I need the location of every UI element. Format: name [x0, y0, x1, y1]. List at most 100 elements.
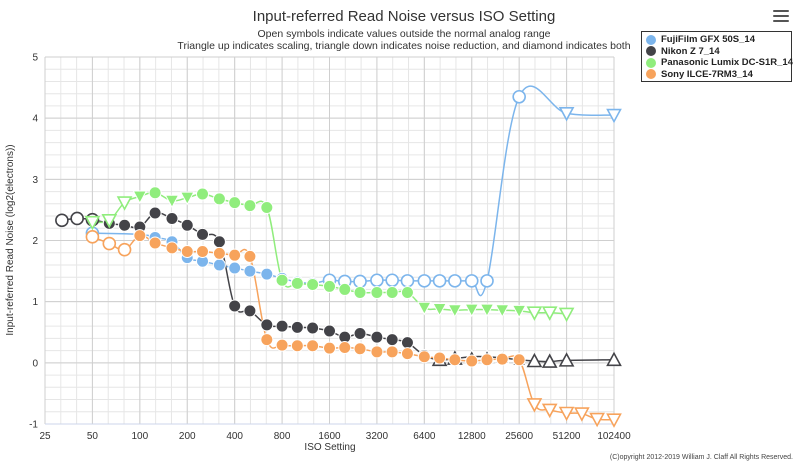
data-point-panasonic-lumix-dc-s1r-14[interactable] — [179, 191, 195, 206]
data-point-nikon-z-7-14[interactable] — [165, 211, 179, 225]
data-point-sony-ilce-7rm3-14[interactable] — [417, 350, 431, 364]
data-point-sony-ilce-7rm3-14[interactable] — [117, 242, 132, 257]
data-point-fujifilm-gfx-50s-14[interactable] — [432, 274, 447, 288]
data-point-sony-ilce-7rm3-14[interactable] — [606, 413, 622, 428]
data-point-sony-ilce-7rm3-14[interactable] — [353, 342, 367, 356]
data-point-nikon-z-7-14[interactable] — [353, 326, 367, 340]
data-point-sony-ilce-7rm3-14[interactable] — [323, 341, 336, 355]
legend-item-fujifilm-gfx-50s-14[interactable]: FujiFilm GFX 50S_14 — [646, 34, 787, 46]
data-point-nikon-z-7-14[interactable] — [558, 352, 575, 367]
data-point-nikon-z-7-14[interactable] — [400, 336, 414, 350]
data-point-sony-ilce-7rm3-14[interactable] — [465, 354, 479, 368]
data-point-panasonic-lumix-dc-s1r-14[interactable] — [132, 190, 148, 205]
data-point-nikon-z-7-14[interactable] — [118, 218, 132, 232]
data-point-sony-ilce-7rm3-14[interactable] — [260, 333, 274, 347]
data-point-panasonic-lumix-dc-s1r-14[interactable] — [511, 304, 527, 319]
data-point-panasonic-lumix-dc-s1r-14[interactable] — [164, 194, 180, 209]
data-point-fujifilm-gfx-50s-14[interactable] — [353, 274, 367, 289]
data-point-nikon-z-7-14[interactable] — [323, 324, 336, 338]
data-point-nikon-z-7-14[interactable] — [370, 330, 384, 344]
data-point-sony-ilce-7rm3-14[interactable] — [165, 241, 179, 255]
legend-item-panasonic-lumix-dc-s1r-14[interactable]: Panasonic Lumix DC-S1R_14 — [646, 57, 793, 69]
data-point-panasonic-lumix-dc-s1r-14[interactable] — [464, 303, 480, 318]
data-point-sony-ilce-7rm3-14[interactable] — [526, 398, 543, 413]
data-point-fujifilm-gfx-50s-14[interactable] — [385, 273, 399, 288]
data-point-nikon-z-7-14[interactable] — [306, 321, 320, 335]
data-point-sony-ilce-7rm3-14[interactable] — [133, 229, 147, 243]
data-point-panasonic-lumix-dc-s1r-14[interactable] — [275, 273, 289, 287]
data-point-fujifilm-gfx-50s-14[interactable] — [448, 274, 462, 288]
data-point-sony-ilce-7rm3-14[interactable] — [558, 406, 575, 422]
data-point-fujifilm-gfx-50s-14[interactable] — [212, 258, 226, 272]
data-point-sony-ilce-7rm3-14[interactable] — [541, 403, 558, 419]
data-point-panasonic-lumix-dc-s1r-14[interactable] — [323, 279, 336, 293]
data-point-panasonic-lumix-dc-s1r-14[interactable] — [558, 307, 575, 323]
data-point-panasonic-lumix-dc-s1r-14[interactable] — [148, 186, 162, 200]
data-point-sony-ilce-7rm3-14[interactable] — [228, 248, 242, 262]
data-point-fujifilm-gfx-50s-14[interactable] — [512, 89, 526, 104]
data-point-fujifilm-gfx-50s-14[interactable] — [243, 264, 257, 278]
data-point-panasonic-lumix-dc-s1r-14[interactable] — [306, 278, 320, 292]
legend-item-nikon-z-7-14[interactable]: Nikon Z 7_14 — [646, 46, 787, 58]
data-point-sony-ilce-7rm3-14[interactable] — [306, 339, 320, 353]
data-point-sony-ilce-7rm3-14[interactable] — [275, 338, 289, 352]
data-point-sony-ilce-7rm3-14[interactable] — [290, 339, 304, 353]
data-point-panasonic-lumix-dc-s1r-14[interactable] — [370, 285, 384, 299]
data-point-nikon-z-7-14[interactable] — [180, 218, 194, 232]
data-point-panasonic-lumix-dc-s1r-14[interactable] — [243, 199, 257, 213]
data-point-panasonic-lumix-dc-s1r-14[interactable] — [228, 196, 242, 210]
data-point-nikon-z-7-14[interactable] — [606, 351, 622, 367]
data-point-fujifilm-gfx-50s-14[interactable] — [260, 267, 274, 281]
data-point-sony-ilce-7rm3-14[interactable] — [400, 347, 414, 361]
data-point-panasonic-lumix-dc-s1r-14[interactable] — [196, 187, 210, 201]
data-point-panasonic-lumix-dc-s1r-14[interactable] — [447, 304, 463, 318]
data-point-panasonic-lumix-dc-s1r-14[interactable] — [116, 196, 133, 211]
data-point-nikon-z-7-14[interactable] — [70, 211, 84, 226]
data-point-sony-ilce-7rm3-14[interactable] — [512, 353, 526, 367]
data-point-panasonic-lumix-dc-s1r-14[interactable] — [260, 200, 274, 214]
data-point-panasonic-lumix-dc-s1r-14[interactable] — [432, 303, 447, 317]
data-point-panasonic-lumix-dc-s1r-14[interactable] — [541, 306, 558, 321]
data-point-sony-ilce-7rm3-14[interactable] — [370, 345, 384, 359]
data-point-sony-ilce-7rm3-14[interactable] — [148, 236, 162, 250]
data-point-nikon-z-7-14[interactable] — [260, 318, 274, 332]
data-point-sony-ilce-7rm3-14[interactable] — [574, 407, 590, 422]
data-point-panasonic-lumix-dc-s1r-14[interactable] — [290, 276, 304, 290]
data-point-panasonic-lumix-dc-s1r-14[interactable] — [400, 285, 414, 299]
data-point-sony-ilce-7rm3-14[interactable] — [433, 351, 447, 365]
data-point-sony-ilce-7rm3-14[interactable] — [338, 341, 352, 355]
data-point-panasonic-lumix-dc-s1r-14[interactable] — [101, 214, 118, 229]
data-point-sony-ilce-7rm3-14[interactable] — [385, 345, 399, 359]
data-point-panasonic-lumix-dc-s1r-14[interactable] — [479, 303, 495, 318]
data-point-sony-ilce-7rm3-14[interactable] — [589, 412, 605, 428]
data-point-fujifilm-gfx-50s-14[interactable] — [228, 261, 242, 275]
data-point-panasonic-lumix-dc-s1r-14[interactable] — [416, 301, 432, 316]
data-point-nikon-z-7-14[interactable] — [55, 213, 69, 228]
data-point-panasonic-lumix-dc-s1r-14[interactable] — [353, 285, 367, 299]
data-point-fujifilm-gfx-50s-14[interactable] — [400, 274, 415, 288]
data-point-sony-ilce-7rm3-14[interactable] — [196, 245, 210, 259]
data-point-nikon-z-7-14[interactable] — [212, 235, 226, 249]
data-point-sony-ilce-7rm3-14[interactable] — [180, 245, 194, 259]
data-point-panasonic-lumix-dc-s1r-14[interactable] — [84, 215, 101, 231]
data-point-panasonic-lumix-dc-s1r-14[interactable] — [212, 192, 226, 206]
data-point-sony-ilce-7rm3-14[interactable] — [243, 249, 257, 263]
data-point-fujifilm-gfx-50s-14[interactable] — [417, 274, 432, 288]
legend-item-sony-ilce-7rm3-14[interactable]: Sony ILCE-7RM3_14 — [646, 69, 787, 81]
data-point-panasonic-lumix-dc-s1r-14[interactable] — [494, 304, 510, 318]
data-point-fujifilm-gfx-50s-14[interactable] — [480, 274, 494, 288]
data-point-nikon-z-7-14[interactable] — [228, 299, 242, 313]
data-point-sony-ilce-7rm3-14[interactable] — [102, 236, 117, 251]
data-point-nikon-z-7-14[interactable] — [290, 320, 304, 334]
data-point-sony-ilce-7rm3-14[interactable] — [448, 353, 462, 367]
data-point-nikon-z-7-14[interactable] — [243, 304, 257, 318]
data-point-sony-ilce-7rm3-14[interactable] — [85, 230, 100, 244]
data-point-nikon-z-7-14[interactable] — [196, 227, 210, 241]
data-point-nikon-z-7-14[interactable] — [148, 206, 162, 220]
data-point-sony-ilce-7rm3-14[interactable] — [212, 246, 226, 260]
data-point-fujifilm-gfx-50s-14[interactable] — [558, 106, 575, 122]
data-point-sony-ilce-7rm3-14[interactable] — [480, 353, 494, 367]
data-point-sony-ilce-7rm3-14[interactable] — [495, 352, 509, 366]
context-menu-icon[interactable] — [773, 10, 789, 24]
data-point-fujifilm-gfx-50s-14[interactable] — [606, 108, 622, 124]
